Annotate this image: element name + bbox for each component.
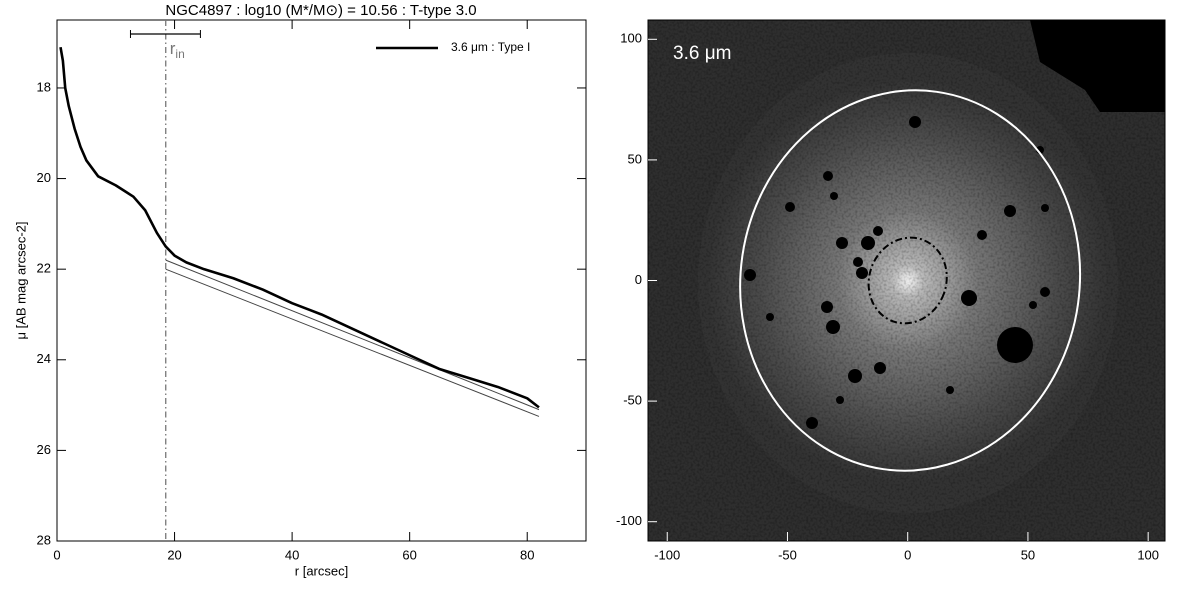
y-tick-label: 0 xyxy=(635,272,642,287)
x-axis-label: r [arcsec] xyxy=(295,563,348,578)
legend-label: 3.6 μm : Type I xyxy=(451,40,530,54)
y-axis-label: μ [AB mag arcsec-2] xyxy=(13,221,28,339)
y-tick-label: 18 xyxy=(37,79,51,94)
rin-label: rin xyxy=(170,39,185,61)
y-tick-label: 26 xyxy=(37,442,51,457)
y-tick-label: 22 xyxy=(37,261,51,276)
x-tick-label: 0 xyxy=(904,547,911,562)
profile-line xyxy=(59,46,540,409)
plot-frame xyxy=(56,19,587,542)
x-tick-label: -100 xyxy=(654,547,680,562)
chart-title: NGC4897 : log10 (M*/M⊙) = 10.56 : T-type… xyxy=(165,2,476,19)
x-tick-label: -50 xyxy=(778,547,797,562)
x-tick-label: 60 xyxy=(402,547,416,562)
ellipse xyxy=(867,236,948,325)
rin-label-sub: in xyxy=(175,47,184,61)
y-tick-label: 20 xyxy=(37,170,51,185)
x-tick-label: 100 xyxy=(1137,547,1159,562)
y-tick-label: -50 xyxy=(623,393,642,408)
y-tick-label: 28 xyxy=(37,532,51,547)
image-label: 3.6 μm xyxy=(673,43,731,64)
fit-line xyxy=(165,268,540,417)
galaxy-glow xyxy=(698,53,1118,513)
galaxy-image xyxy=(648,20,1165,541)
y-tick-label: 100 xyxy=(620,31,642,46)
ellipse xyxy=(739,89,1082,472)
y-tick-label: 50 xyxy=(628,151,642,166)
x-tick-label: 40 xyxy=(285,547,299,562)
x-tick-label: 80 xyxy=(520,547,534,562)
x-tick-label: 20 xyxy=(167,547,181,562)
mask-region xyxy=(1030,20,1165,112)
fit-line xyxy=(165,259,540,411)
y-tick-label: 24 xyxy=(37,351,51,366)
rin-label-main: r xyxy=(170,39,176,58)
x-tick-label: 0 xyxy=(53,547,60,562)
x-tick-label: 50 xyxy=(1021,547,1035,562)
masks xyxy=(744,116,1050,429)
y-tick-label: -100 xyxy=(616,513,642,528)
